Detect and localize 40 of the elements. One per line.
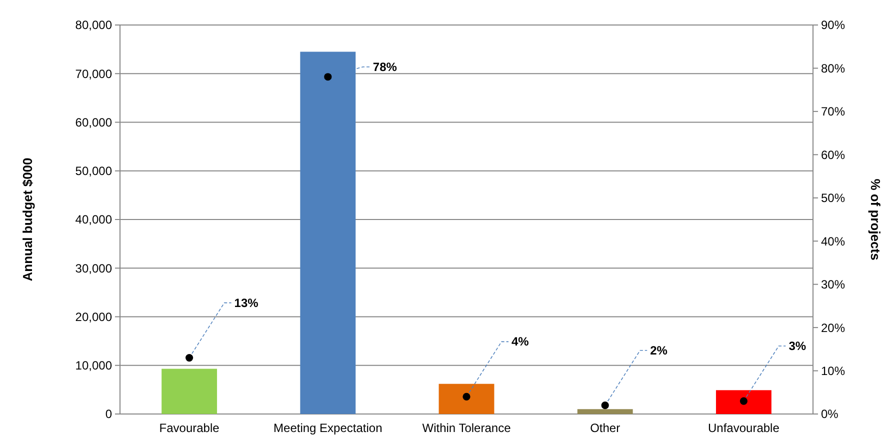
point bbox=[324, 73, 332, 81]
y2-tick-label: 60% bbox=[821, 148, 846, 162]
y-tick-label: 50,000 bbox=[75, 164, 112, 178]
y-tick-label: 70,000 bbox=[75, 66, 112, 81]
bar bbox=[438, 384, 494, 414]
y2-tick-label: 30% bbox=[821, 278, 846, 292]
y-tick-label: 30,000 bbox=[75, 261, 112, 276]
y2-tick-label: 50% bbox=[821, 191, 846, 206]
x-tick-label: Favourable bbox=[159, 421, 220, 435]
y-axis-title: Annual budget $000 bbox=[20, 158, 35, 282]
data-label: 78% bbox=[372, 60, 398, 74]
data-label: 13% bbox=[234, 296, 259, 310]
y-tick-label: 10,000 bbox=[75, 358, 112, 373]
x-tick-label: Within Tolerance bbox=[422, 421, 512, 435]
x-tick-label: Unfavourable bbox=[708, 421, 780, 435]
y2-tick-label: 70% bbox=[821, 104, 846, 119]
y-tick-label: 40,000 bbox=[75, 212, 112, 227]
data-label: 4% bbox=[512, 334, 530, 349]
x-tick-label: Meeting Expectation bbox=[274, 421, 382, 435]
x-tick-label: Other bbox=[590, 421, 620, 435]
point bbox=[186, 354, 194, 362]
bar bbox=[577, 409, 633, 414]
bar bbox=[162, 368, 218, 414]
y2-tick-label: 80% bbox=[821, 61, 846, 76]
y2-tick-label: 40% bbox=[821, 234, 846, 248]
y-tick-label: 20,000 bbox=[75, 310, 112, 324]
y2-tick-label: 10% bbox=[821, 364, 846, 378]
y2-axis-title: % of projects bbox=[868, 178, 883, 260]
point bbox=[740, 397, 748, 405]
point bbox=[462, 392, 470, 401]
y2-tick-label: 20% bbox=[821, 320, 846, 335]
y-tick-label: 60,000 bbox=[75, 115, 112, 130]
y-tick-label: 80,000 bbox=[75, 18, 112, 32]
y2-tick-label: 90% bbox=[821, 18, 846, 32]
data-label: 3% bbox=[788, 339, 806, 354]
bar bbox=[716, 390, 772, 414]
y2-tick-label: 0% bbox=[821, 407, 839, 422]
y-tick-label: 0 bbox=[105, 407, 112, 422]
point bbox=[601, 402, 609, 410]
data-label: 2% bbox=[650, 343, 668, 358]
